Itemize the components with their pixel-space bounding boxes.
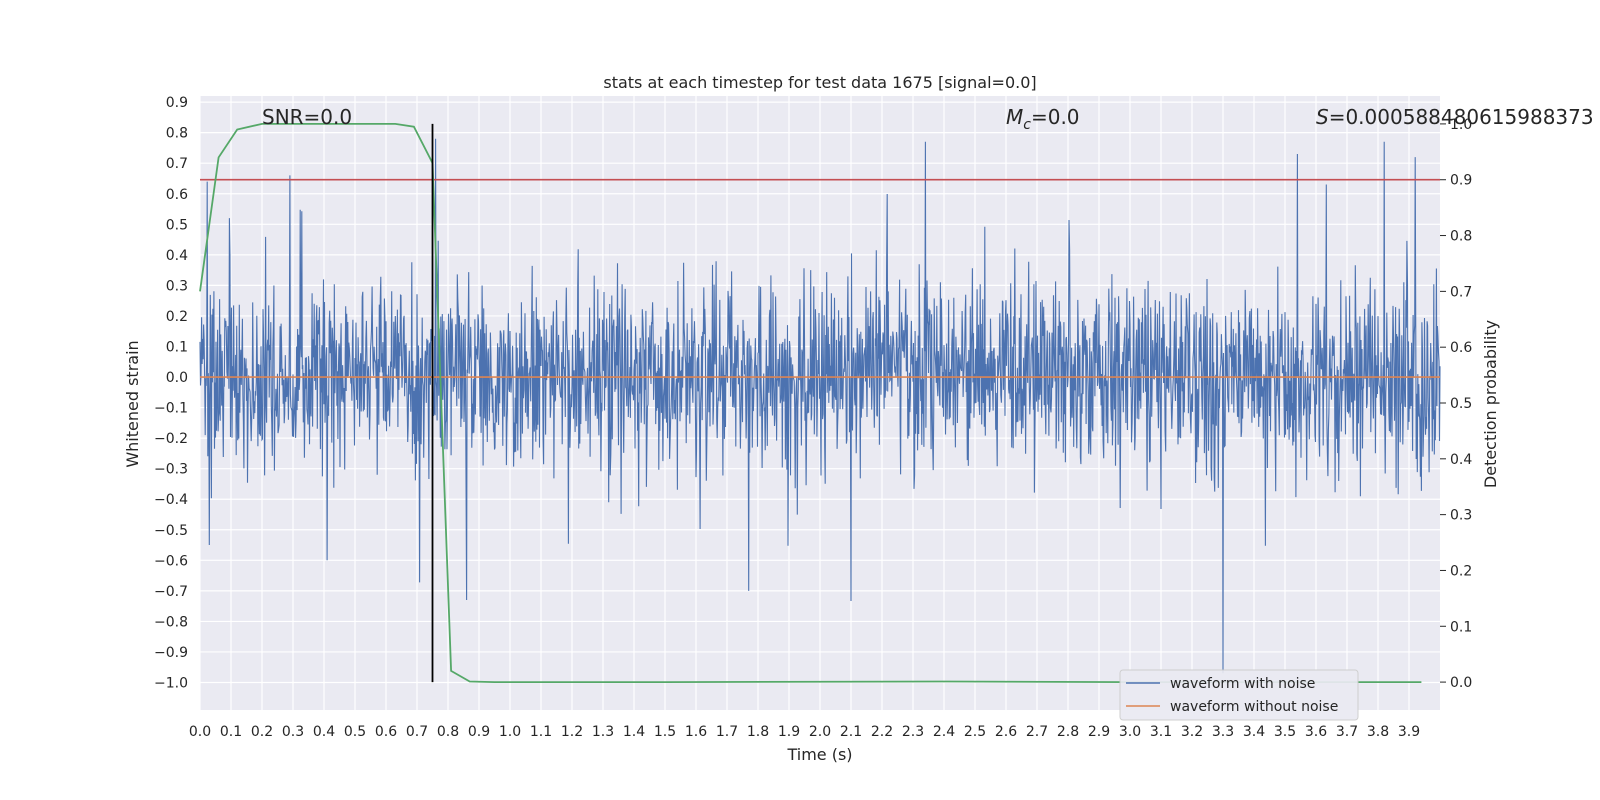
- chart-title: stats at each timestep for test data 167…: [603, 73, 1036, 92]
- x-tick-label: 0.2: [251, 724, 273, 740]
- x-tick-label: 2.0: [809, 724, 831, 740]
- y-tick-label: −0.2: [154, 431, 188, 447]
- y-tick-label: −0.4: [154, 492, 188, 508]
- x-tick-label: 3.5: [1274, 724, 1296, 740]
- y2-tick-label: 0.4: [1450, 452, 1472, 468]
- x-tick-label: 3.6: [1305, 724, 1327, 740]
- x-tick-label: 2.5: [964, 724, 986, 740]
- snr-annotation: SNR=0.0: [262, 105, 352, 129]
- x-tick-label: 0.4: [313, 724, 335, 740]
- mc-value: =0.0: [1031, 105, 1080, 129]
- y2-tick-label: 1.0: [1450, 117, 1472, 133]
- y2-tick-label: 0.2: [1450, 563, 1472, 579]
- x-tick-label: 1.6: [685, 724, 707, 740]
- s-annotation: S=0.000588480615988373: [1316, 105, 1594, 129]
- y-tick-label: −0.8: [154, 614, 188, 630]
- y2-axis-ticks: 1.0 0.9 0.8 0.7 0.6 0.5 0.4 0.3 0.2 0.1 0.0: [1440, 117, 1472, 691]
- x-tick-label: 3.7: [1336, 724, 1358, 740]
- y-tick-label: −0.5: [154, 523, 188, 539]
- x-tick-label: 2.6: [995, 724, 1017, 740]
- y-tick-label: 0.4: [166, 248, 188, 264]
- x-tick-label: 2.1: [840, 724, 862, 740]
- mc-annotation: Mc=0.0: [1006, 105, 1080, 133]
- x-tick-label: 3.2: [1181, 724, 1203, 740]
- x-tick-label: 3.8: [1367, 724, 1389, 740]
- legend: waveform with noise waveform without noi…: [1119, 669, 1359, 721]
- y2-tick-label: 0.8: [1450, 229, 1472, 245]
- x-tick-label: 1.7: [716, 724, 738, 740]
- mc-symbol: M: [1006, 105, 1023, 129]
- y-tick-label: 0.0: [166, 370, 188, 386]
- x-tick-label: 3.3: [1212, 724, 1234, 740]
- y-tick-label: −0.1: [154, 401, 188, 417]
- y-tick-label: 0.3: [166, 278, 188, 294]
- x-tick-label: 3.4: [1243, 724, 1265, 740]
- legend-label-clean: waveform without noise: [1170, 699, 1338, 715]
- y-tick-label: 0.6: [166, 187, 188, 203]
- x-axis-label: Time (s): [786, 745, 852, 764]
- y2-tick-label: 0.5: [1450, 396, 1472, 412]
- x-tick-label: 0.7: [406, 724, 428, 740]
- y2-tick-label: 0.1: [1450, 619, 1472, 635]
- legend-box: [1119, 669, 1359, 721]
- x-tick-label: 1.3: [592, 724, 614, 740]
- overlay-lines: [199, 123, 1440, 683]
- x-tick-label: 2.2: [871, 724, 893, 740]
- x-tick-label: 1.5: [654, 724, 676, 740]
- x-tick-label: 1.2: [561, 724, 583, 740]
- x-tick-label: 2.8: [1057, 724, 1079, 740]
- y-tick-label: 0.2: [166, 309, 188, 325]
- y-tick-label: 0.5: [166, 217, 188, 233]
- x-tick-label: 0.1: [220, 724, 242, 740]
- y-tick-label: −0.6: [154, 553, 188, 569]
- s-value: =0.000588480615988373: [1329, 105, 1594, 129]
- y2-axis-label: Detection probability: [1481, 320, 1500, 488]
- y-axis-ticks: 0.9 0.8 0.7 0.6 0.5 0.4 0.3 0.2 0.1 0.0 −0.1 −0.2 −0…: [154, 95, 188, 691]
- x-tick-label: 2.3: [902, 724, 924, 740]
- x-axis-ticks: 0.0 0.1 0.2 0.3 0.4 0.5 0.6 0.7 0.8 0.9 1.0 1.1 1.2 1…: [189, 724, 1420, 740]
- x-tick-label: 0.5: [344, 724, 366, 740]
- detection-probability-line: [199, 123, 1422, 683]
- x-tick-label: 3.9: [1398, 724, 1420, 740]
- x-tick-label: 1.0: [499, 724, 521, 740]
- y-tick-label: 0.7: [166, 156, 188, 172]
- y-tick-label: −0.7: [154, 584, 188, 600]
- mc-subscript: c: [1023, 117, 1031, 133]
- y-tick-label: 0.8: [166, 126, 188, 142]
- x-tick-label: 0.9: [468, 724, 490, 740]
- y2-tick-label: 0.6: [1450, 340, 1472, 356]
- x-tick-label: 0.3: [282, 724, 304, 740]
- y-tick-label: −0.3: [154, 462, 188, 478]
- y-tick-label: 0.1: [166, 339, 188, 355]
- x-tick-label: 1.9: [778, 724, 800, 740]
- y-tick-label: 0.9: [166, 95, 188, 111]
- y2-tick-label: 0.9: [1450, 173, 1472, 189]
- x-tick-label: 2.7: [1026, 724, 1048, 740]
- x-tick-label: 0.8: [437, 724, 459, 740]
- y-tick-label: −0.9: [154, 645, 188, 661]
- y2-tick-label: 0.7: [1450, 284, 1472, 300]
- legend-label-noise: waveform with noise: [1170, 676, 1315, 692]
- x-tick-label: 2.9: [1088, 724, 1110, 740]
- x-tick-label: 1.4: [623, 724, 645, 740]
- x-tick-label: 0.0: [189, 724, 211, 740]
- y-axis-label: Whitened strain: [123, 340, 142, 467]
- s-symbol: S: [1316, 105, 1329, 129]
- x-tick-label: 1.8: [747, 724, 769, 740]
- x-tick-label: 3.1: [1150, 724, 1172, 740]
- x-tick-label: 0.6: [375, 724, 397, 740]
- y2-tick-label: 0.0: [1450, 675, 1472, 691]
- x-tick-label: 3.0: [1119, 724, 1141, 740]
- y-tick-label: −1.0: [154, 676, 188, 692]
- grid: [199, 96, 1440, 710]
- y2-tick-label: 0.3: [1450, 508, 1472, 524]
- x-tick-label: 2.4: [933, 724, 955, 740]
- x-tick-label: 1.1: [530, 724, 552, 740]
